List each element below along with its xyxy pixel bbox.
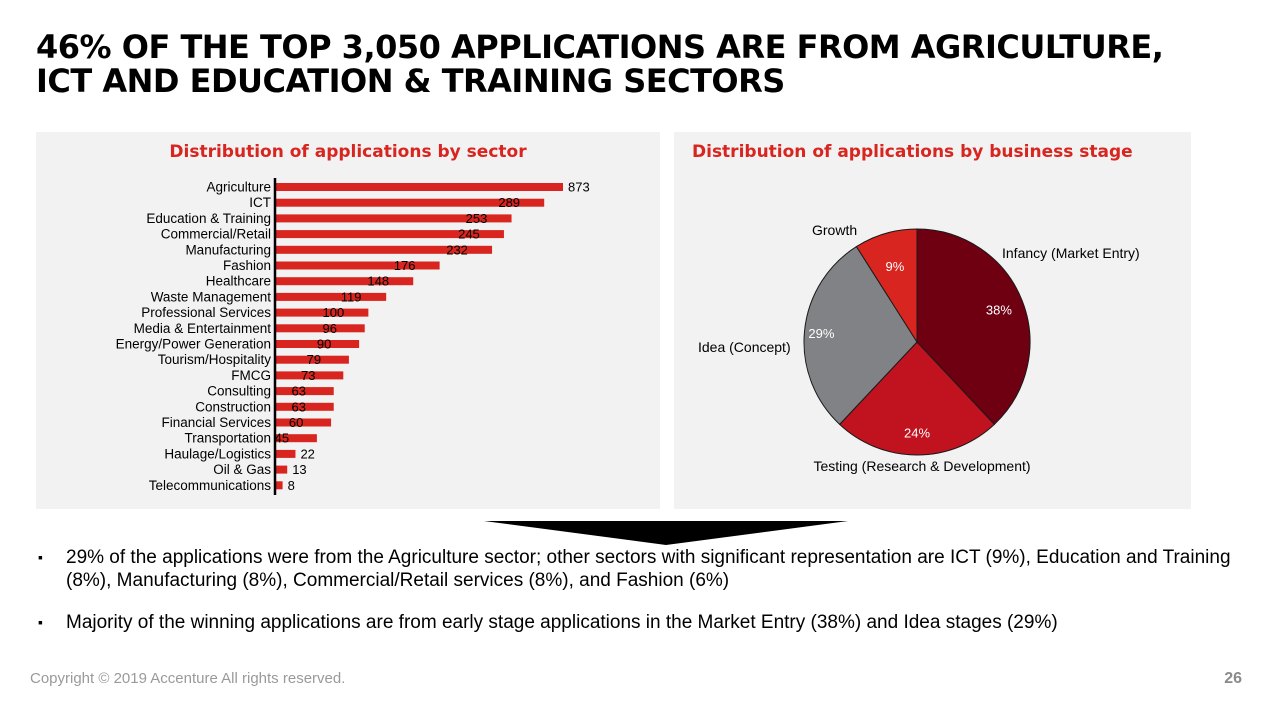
finding-stage: ▪ Majority of the winning applications a… [36, 611, 1256, 634]
stage-category-label: Idea (Concept) [698, 339, 791, 355]
sector-category-label: Fashion [223, 258, 271, 273]
sector-category-label: Tourism/Hospitality [158, 352, 272, 367]
sector-bar [275, 371, 344, 380]
finding-stage-text: Majority of the winning applications are… [66, 612, 1058, 633]
stage-chart-panel: Distribution of applications by business… [674, 132, 1191, 509]
bullet-square-icon: ▪ [38, 614, 43, 630]
sector-value-label: 119 [341, 289, 362, 304]
stage-percent-label: 9% [886, 259, 905, 274]
sector-value-label: 148 [367, 274, 389, 289]
stage-chart-title: Distribution of applications by business… [692, 142, 1133, 162]
sector-chart-panel: Distribution of applications by sector A… [36, 132, 660, 509]
sector-category-label: Waste Management [151, 289, 272, 304]
sector-bar [275, 308, 369, 317]
sector-bar [275, 183, 563, 191]
key-findings-list: ▪ 29% of the applications were from the … [36, 546, 1256, 653]
sector-value-label: 90 [317, 337, 331, 352]
stage-percent-label: 29% [808, 326, 834, 341]
sector-category-label: Haulage/Logistics [164, 446, 271, 461]
stage-pie-slice [916, 228, 1031, 426]
stage-pie-slice [803, 245, 918, 426]
sector-category-label: FMCG [231, 368, 271, 383]
sector-category-label: Media & Entertainment [134, 321, 272, 336]
sector-bar [275, 449, 296, 458]
sector-value-label: 79 [307, 352, 321, 367]
stage-category-label: Growth [812, 222, 857, 238]
sector-chart-title: Distribution of applications by sector [169, 142, 527, 162]
sector-category-label: Construction [195, 399, 271, 414]
sector-category-label: Agriculture [206, 180, 271, 195]
stage-pie-chart: 38% Infancy (Market Entry) 24% Testing (Res… [698, 222, 1140, 474]
sector-category-label: Energy/Power Generation [116, 337, 271, 352]
sector-value-label: 100 [323, 305, 345, 320]
sector-bar [275, 214, 512, 223]
sector-value-label: 245 [458, 227, 480, 242]
sector-value-label: 176 [394, 258, 416, 273]
sector-bar [275, 387, 334, 396]
stage-category-label: Infancy (Market Entry) [1002, 245, 1140, 261]
sector-category-label: Financial Services [161, 415, 271, 430]
copyright-footer: Copyright © 2019 Accenture All rights re… [30, 670, 346, 687]
sector-category-label: Commercial/Retail [161, 227, 271, 242]
finding-sector: ▪ 29% of the applications were from the … [36, 546, 1256, 592]
down-arrow-icon [484, 521, 848, 545]
sector-bar [275, 292, 387, 301]
sector-value-label: 73 [301, 368, 315, 383]
page-title-line-1: 46% of the top 3,050 applications are fr… [36, 28, 1164, 66]
sector-category-label: ICT [249, 195, 271, 210]
sector-category-label: Manufacturing [185, 242, 271, 257]
sector-category-label: Telecommunications [149, 478, 272, 493]
sector-bar [275, 324, 365, 333]
sector-value-label: 232 [446, 242, 468, 257]
sector-bar [275, 340, 360, 348]
stage-pie-slice [855, 228, 918, 344]
stage-percent-label: 38% [986, 303, 1012, 318]
sector-value-label: 22 [300, 446, 314, 461]
page-title: 46% of the top 3,050 applications are fr… [36, 30, 1256, 98]
stage-category-label: Testing (Research & Development) [813, 458, 1030, 474]
stage-percent-label: 24% [904, 425, 930, 440]
sector-value-label: 60 [289, 415, 303, 430]
sector-value-label: 8 [288, 478, 295, 493]
sector-bar [275, 245, 493, 254]
sector-value-label: 289 [498, 195, 520, 210]
sector-value-label: 45 [275, 431, 289, 446]
sector-category-label: Consulting [207, 384, 271, 399]
sector-value-label: 96 [322, 321, 336, 336]
sector-bar [275, 355, 349, 364]
page-number: 26 [1224, 670, 1242, 687]
sector-category-label: Transportation [184, 431, 271, 446]
finding-sector-text: 29% of the applications were from the Ag… [66, 547, 1231, 591]
sector-value-label: 63 [291, 399, 305, 414]
bullet-square-icon: ▪ [38, 549, 43, 565]
sector-category-label: Professional Services [141, 305, 271, 320]
sector-bar [275, 481, 283, 490]
sector-value-label: 63 [291, 384, 305, 399]
sector-bar [275, 465, 288, 474]
sector-value-label: 13 [292, 462, 306, 477]
sector-bar [275, 418, 332, 427]
sector-bar [275, 261, 440, 270]
sector-bar [275, 277, 414, 286]
sector-category-label: Healthcare [206, 274, 271, 289]
sector-value-label: 253 [466, 211, 488, 226]
sector-category-label: Education & Training [146, 211, 271, 226]
sector-bar [275, 402, 334, 411]
sector-bar [275, 230, 504, 239]
sector-bar [275, 198, 545, 207]
sector-category-label: Oil & Gas [213, 462, 271, 477]
page-title-line-2: ICT and Education & Training sectors [36, 62, 785, 100]
sector-bar [275, 434, 317, 443]
stage-pie-slice [838, 341, 996, 456]
sector-value-label: 873 [568, 180, 590, 195]
